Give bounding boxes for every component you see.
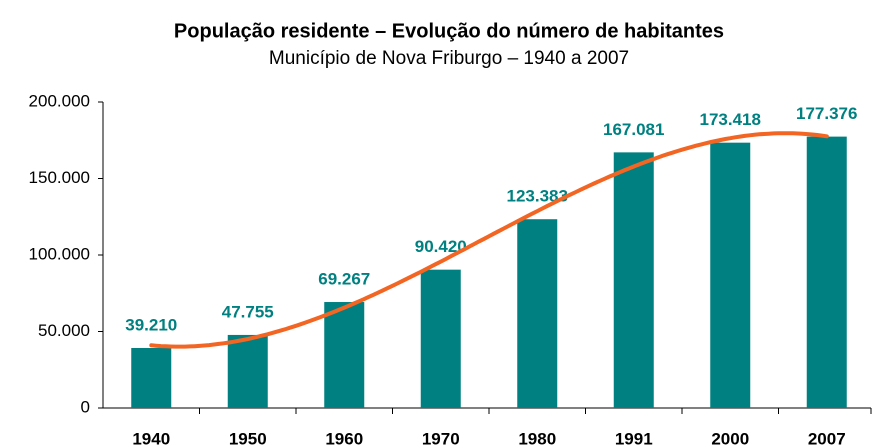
value-label: 173.418 — [700, 110, 761, 129]
x-tick-label: 1970 — [422, 429, 460, 448]
bar — [806, 136, 847, 408]
x-tick-label: 2000 — [711, 429, 749, 448]
value-label: 90.420 — [415, 237, 467, 256]
y-tick-label: 0 — [81, 397, 90, 416]
trend-line — [149, 131, 829, 349]
y-tick-label: 50.000 — [38, 321, 90, 340]
bar — [613, 152, 654, 408]
x-tick-label: 1960 — [325, 429, 363, 448]
value-label: 167.081 — [603, 120, 664, 139]
x-tick-label: 2007 — [808, 429, 846, 448]
y-tick-label: 100.000 — [29, 244, 90, 263]
y-tick-label: 200.000 — [29, 91, 90, 110]
bar — [420, 269, 461, 408]
chart-title: População residente – Evolução do número… — [174, 20, 724, 42]
y-tick-label: 150.000 — [29, 168, 90, 187]
bar — [710, 142, 751, 408]
chart-subtitle: Município de Nova Friburgo – 1940 a 2007 — [269, 48, 629, 69]
x-tick-label: 1980 — [518, 429, 556, 448]
bar — [324, 302, 365, 408]
x-tick-label: 1940 — [132, 429, 170, 448]
x-tick-label: 1950 — [229, 429, 267, 448]
bar — [131, 348, 172, 408]
value-label: 39.210 — [125, 315, 177, 334]
value-label: 177.376 — [796, 104, 857, 123]
value-label: 47.755 — [222, 302, 274, 321]
bar — [517, 219, 558, 408]
x-tick-label: 1991 — [615, 429, 653, 448]
value-label: 69.267 — [318, 270, 370, 289]
bar — [227, 334, 268, 408]
value-label: 123.383 — [507, 187, 568, 206]
